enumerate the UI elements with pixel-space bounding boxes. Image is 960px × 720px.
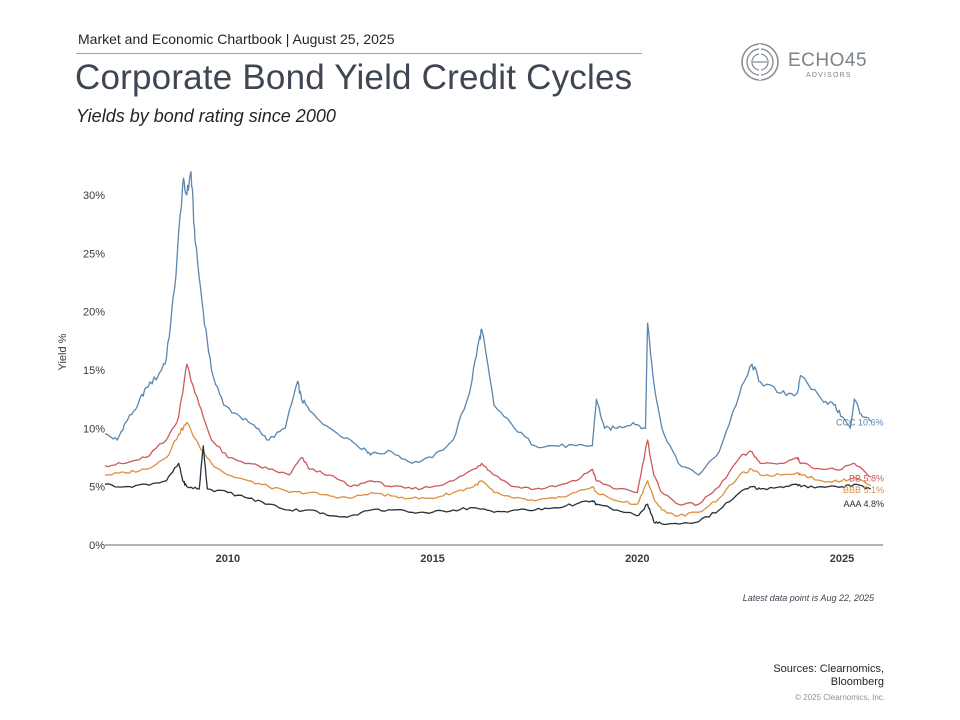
end-label-aaa: AAA 4.8% xyxy=(843,499,884,509)
y-tick-label: 5% xyxy=(89,482,105,494)
end-label-bb: BB 5.8% xyxy=(849,473,884,483)
y-tick-label: 15% xyxy=(83,365,105,377)
x-tick-label: 2025 xyxy=(830,553,854,565)
copyright: © 2025 Clearnomics, Inc. xyxy=(795,693,885,702)
logo-subtitle: ADVISORS xyxy=(806,72,852,79)
series-line-bbb xyxy=(104,421,871,517)
series-line-aaa xyxy=(104,445,871,526)
series-line-bb xyxy=(104,363,872,506)
y-tick-label: 25% xyxy=(83,248,105,260)
logo-name: ECHO45 xyxy=(788,50,868,71)
y-tick-label: 10% xyxy=(83,423,105,435)
series-line-ccc xyxy=(104,171,872,476)
latest-data-note: Latest data point is Aug 22, 2025 xyxy=(742,593,874,603)
logo-rings-icon xyxy=(741,43,779,81)
y-axis-label: Yield % xyxy=(57,333,69,370)
x-tick-label: 2010 xyxy=(216,553,240,565)
x-tick-label: 2020 xyxy=(625,553,649,565)
y-tick-label: 0% xyxy=(89,540,105,552)
y-tick-label: 20% xyxy=(83,307,105,319)
y-tick-label: 30% xyxy=(83,190,105,202)
sources-line-2: Bloomberg xyxy=(830,676,884,688)
header-divider xyxy=(76,53,642,54)
end-label-ccc: CCC 10.6% xyxy=(836,417,884,427)
x-tick-label: 2015 xyxy=(420,553,444,565)
sources-line-1: Sources: Clearnomics, xyxy=(773,663,884,675)
chartbook-header: Market and Economic Chartbook | August 2… xyxy=(78,31,395,47)
sources-note: Sources: Clearnomics, Bloomberg xyxy=(773,663,884,689)
page-subtitle: Yields by bond rating since 2000 xyxy=(76,106,336,126)
end-label-bbb: BBB 5.1% xyxy=(843,485,884,495)
page-title: Corporate Bond Yield Credit Cycles xyxy=(75,58,633,97)
company-logo: ECHO45 ADVISORS xyxy=(740,42,870,82)
